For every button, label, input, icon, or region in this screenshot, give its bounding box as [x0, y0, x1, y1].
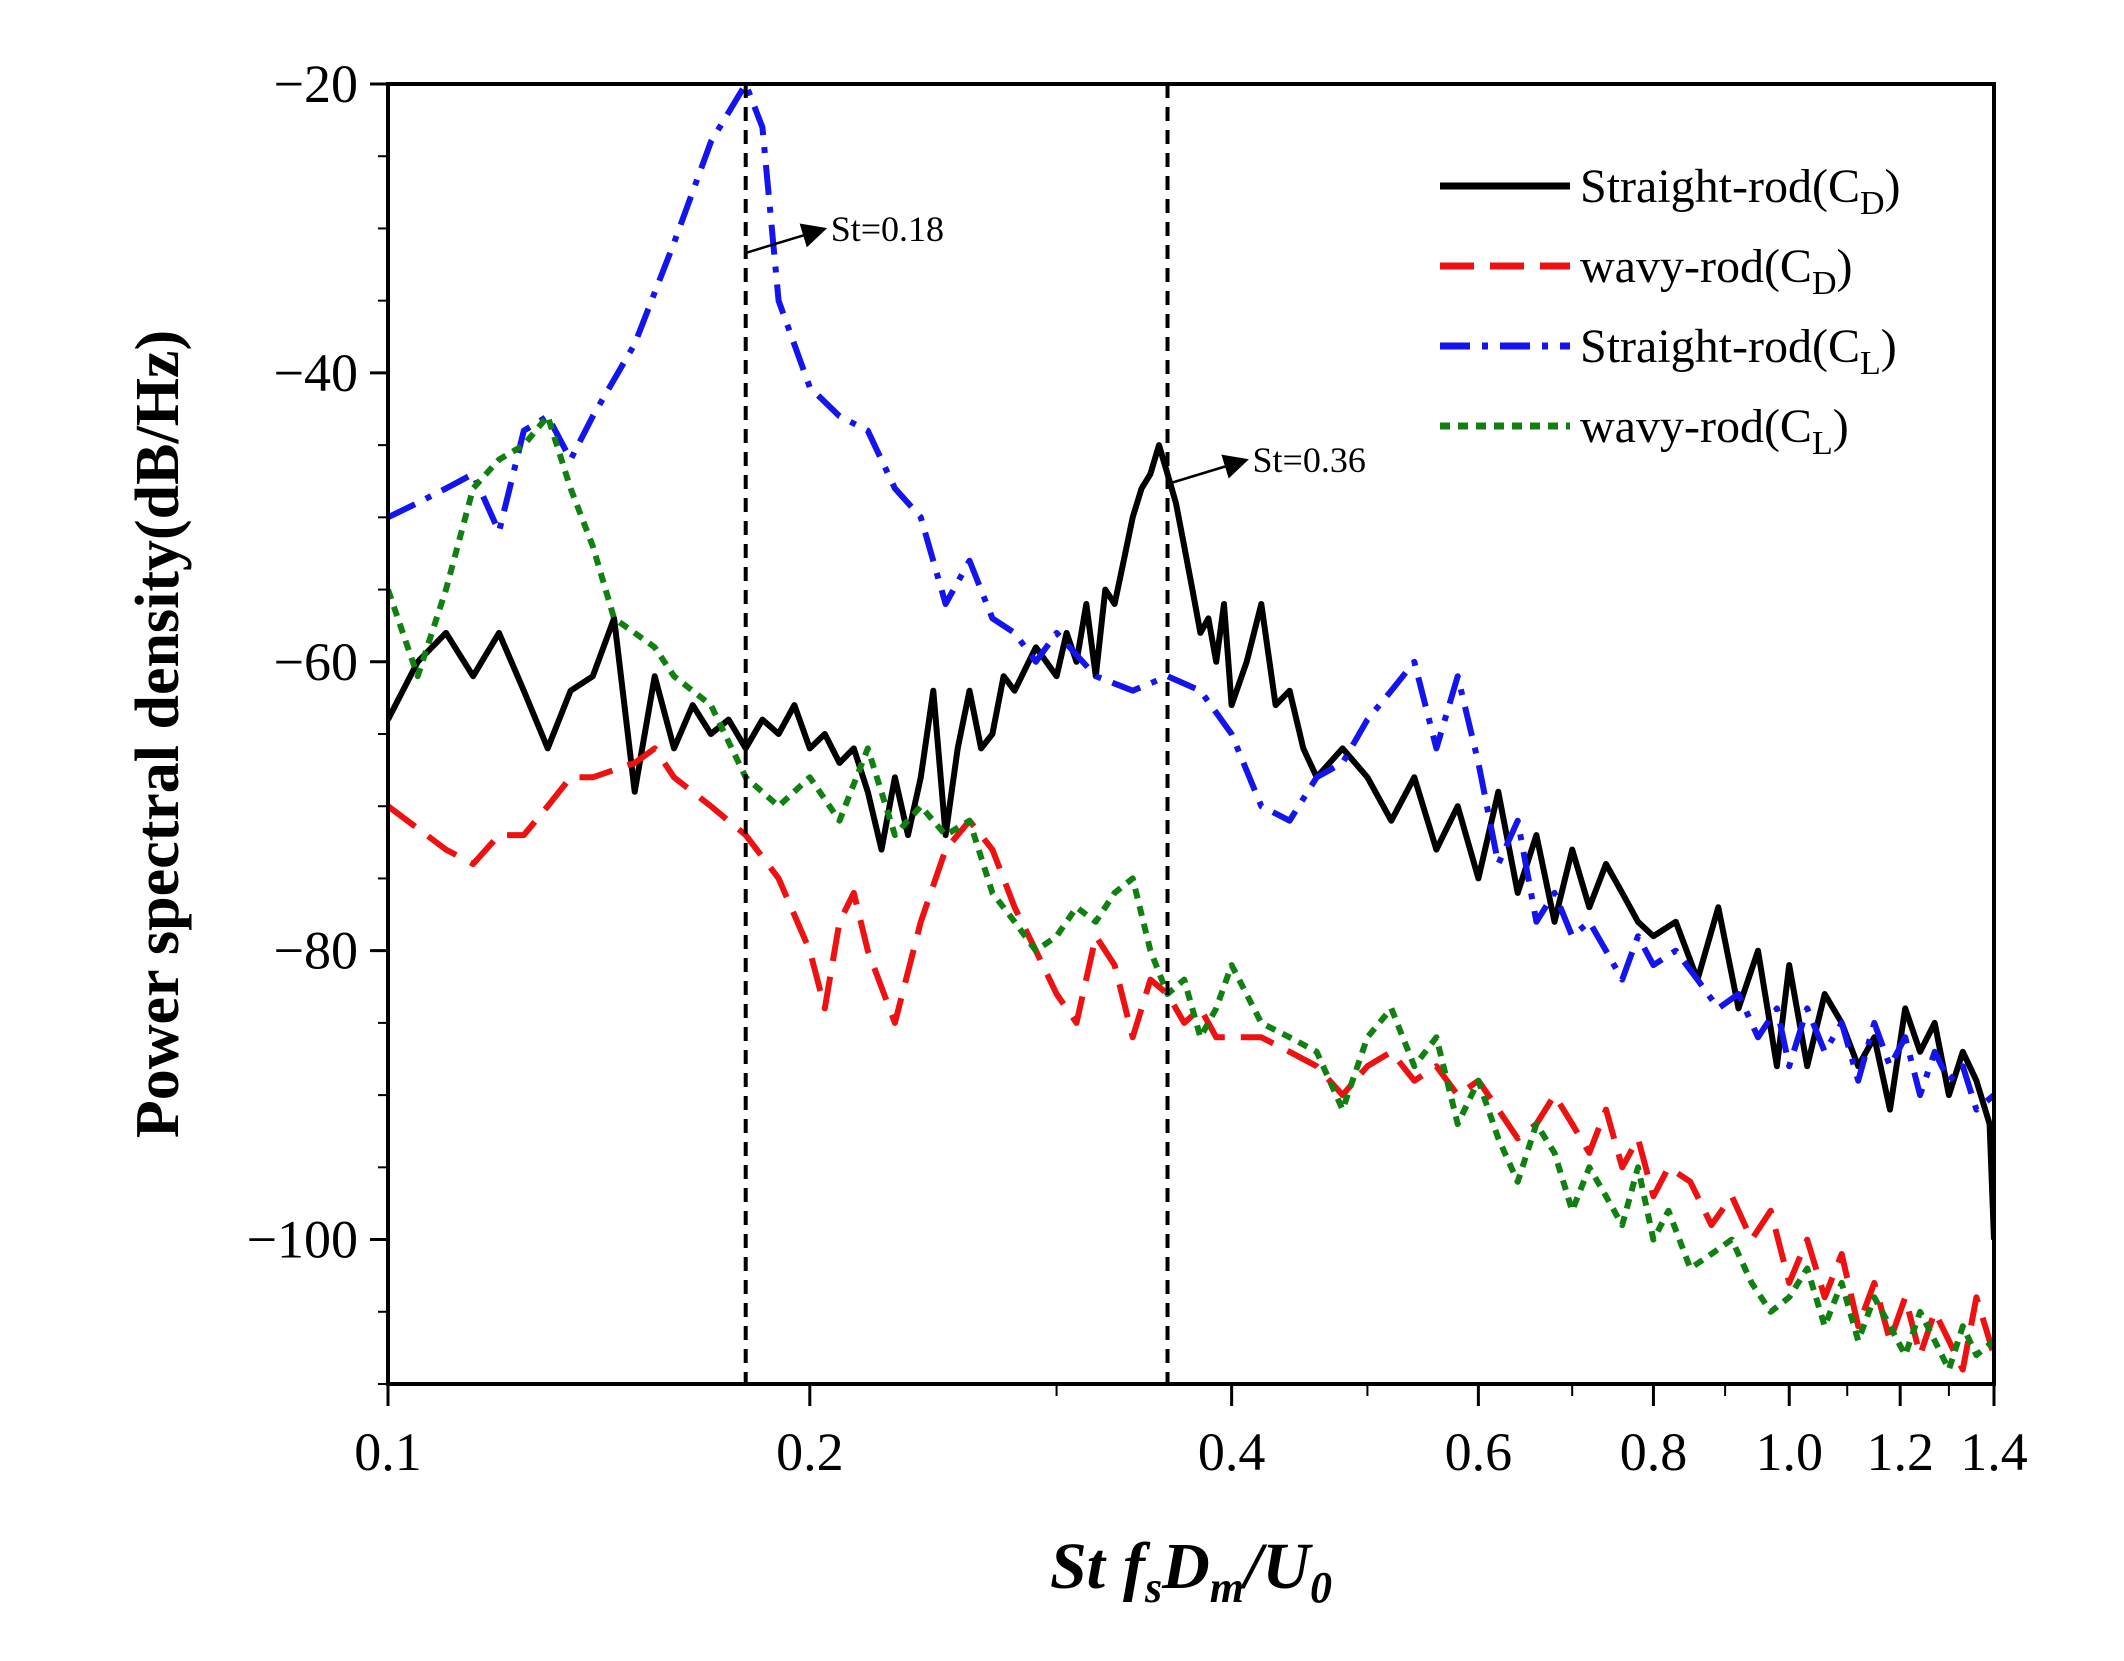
x-axis-ticks: 0.1 0.2 0.4 0.6 0.8 1.0 1.2 1.4 — [354, 1384, 2028, 1482]
annotation-layer: St=0.18 St=0.36 — [745, 209, 1366, 486]
vline-layer — [743, 84, 1170, 1384]
x-title-st: St — [1050, 1530, 1107, 1603]
legend-label: wavy-rod(CL) — [1580, 400, 1849, 462]
x-axis-title: St fsDm/U0 — [1050, 1530, 1332, 1612]
x-tick-label: 0.4 — [1198, 1422, 1266, 1482]
series-line-1 — [388, 745, 1994, 1373]
series-layer — [388, 84, 1994, 1373]
y-tick-label: −100 — [247, 1210, 358, 1270]
annotation-arrow — [745, 223, 828, 255]
x-tick-label: 1.2 — [1866, 1422, 1934, 1482]
y-tick-label: −40 — [274, 343, 358, 403]
annotation-arrow — [1167, 454, 1249, 486]
x-tick-label: 0.1 — [354, 1422, 422, 1482]
x-tick-label: 0.2 — [776, 1422, 844, 1482]
legend-label: Straight-rod(CL) — [1580, 320, 1897, 382]
legend-label: Straight-rod(CD) — [1580, 160, 1901, 222]
y-tick-label: −60 — [274, 632, 358, 692]
series-line-0 — [388, 442, 1994, 1240]
x-tick-label: 0.6 — [1445, 1422, 1513, 1482]
annotation-label: St=0.18 — [831, 209, 944, 249]
series-line-2 — [388, 84, 1994, 1113]
x-title-f-sub: s — [1144, 1563, 1162, 1612]
x-title-d-sub: m — [1210, 1563, 1244, 1612]
x-title-d: D — [1161, 1530, 1210, 1603]
x-tick-label: 1.4 — [1960, 1422, 2028, 1482]
x-title-u-sub: 0 — [1310, 1563, 1332, 1612]
x-tick-label: 1.0 — [1755, 1422, 1823, 1482]
legend-label: wavy-rod(CD) — [1580, 240, 1852, 302]
y-tick-label: −20 — [274, 54, 358, 114]
y-axis-ticks: −20 −40 −60 −80 −100 — [247, 54, 388, 1385]
y-axis-title: Power spectral density(dB/Hz) — [124, 330, 192, 1138]
legend: Straight-rod(CD) wavy-rod(CD) Straight-rod… — [1440, 160, 1901, 462]
annotation-label: St=0.36 — [1253, 440, 1366, 480]
x-title-u: /U — [1240, 1530, 1313, 1603]
x-tick-label: 0.8 — [1620, 1422, 1688, 1482]
series-line-3 — [388, 413, 1994, 1373]
y-tick-label: −80 — [274, 921, 358, 981]
